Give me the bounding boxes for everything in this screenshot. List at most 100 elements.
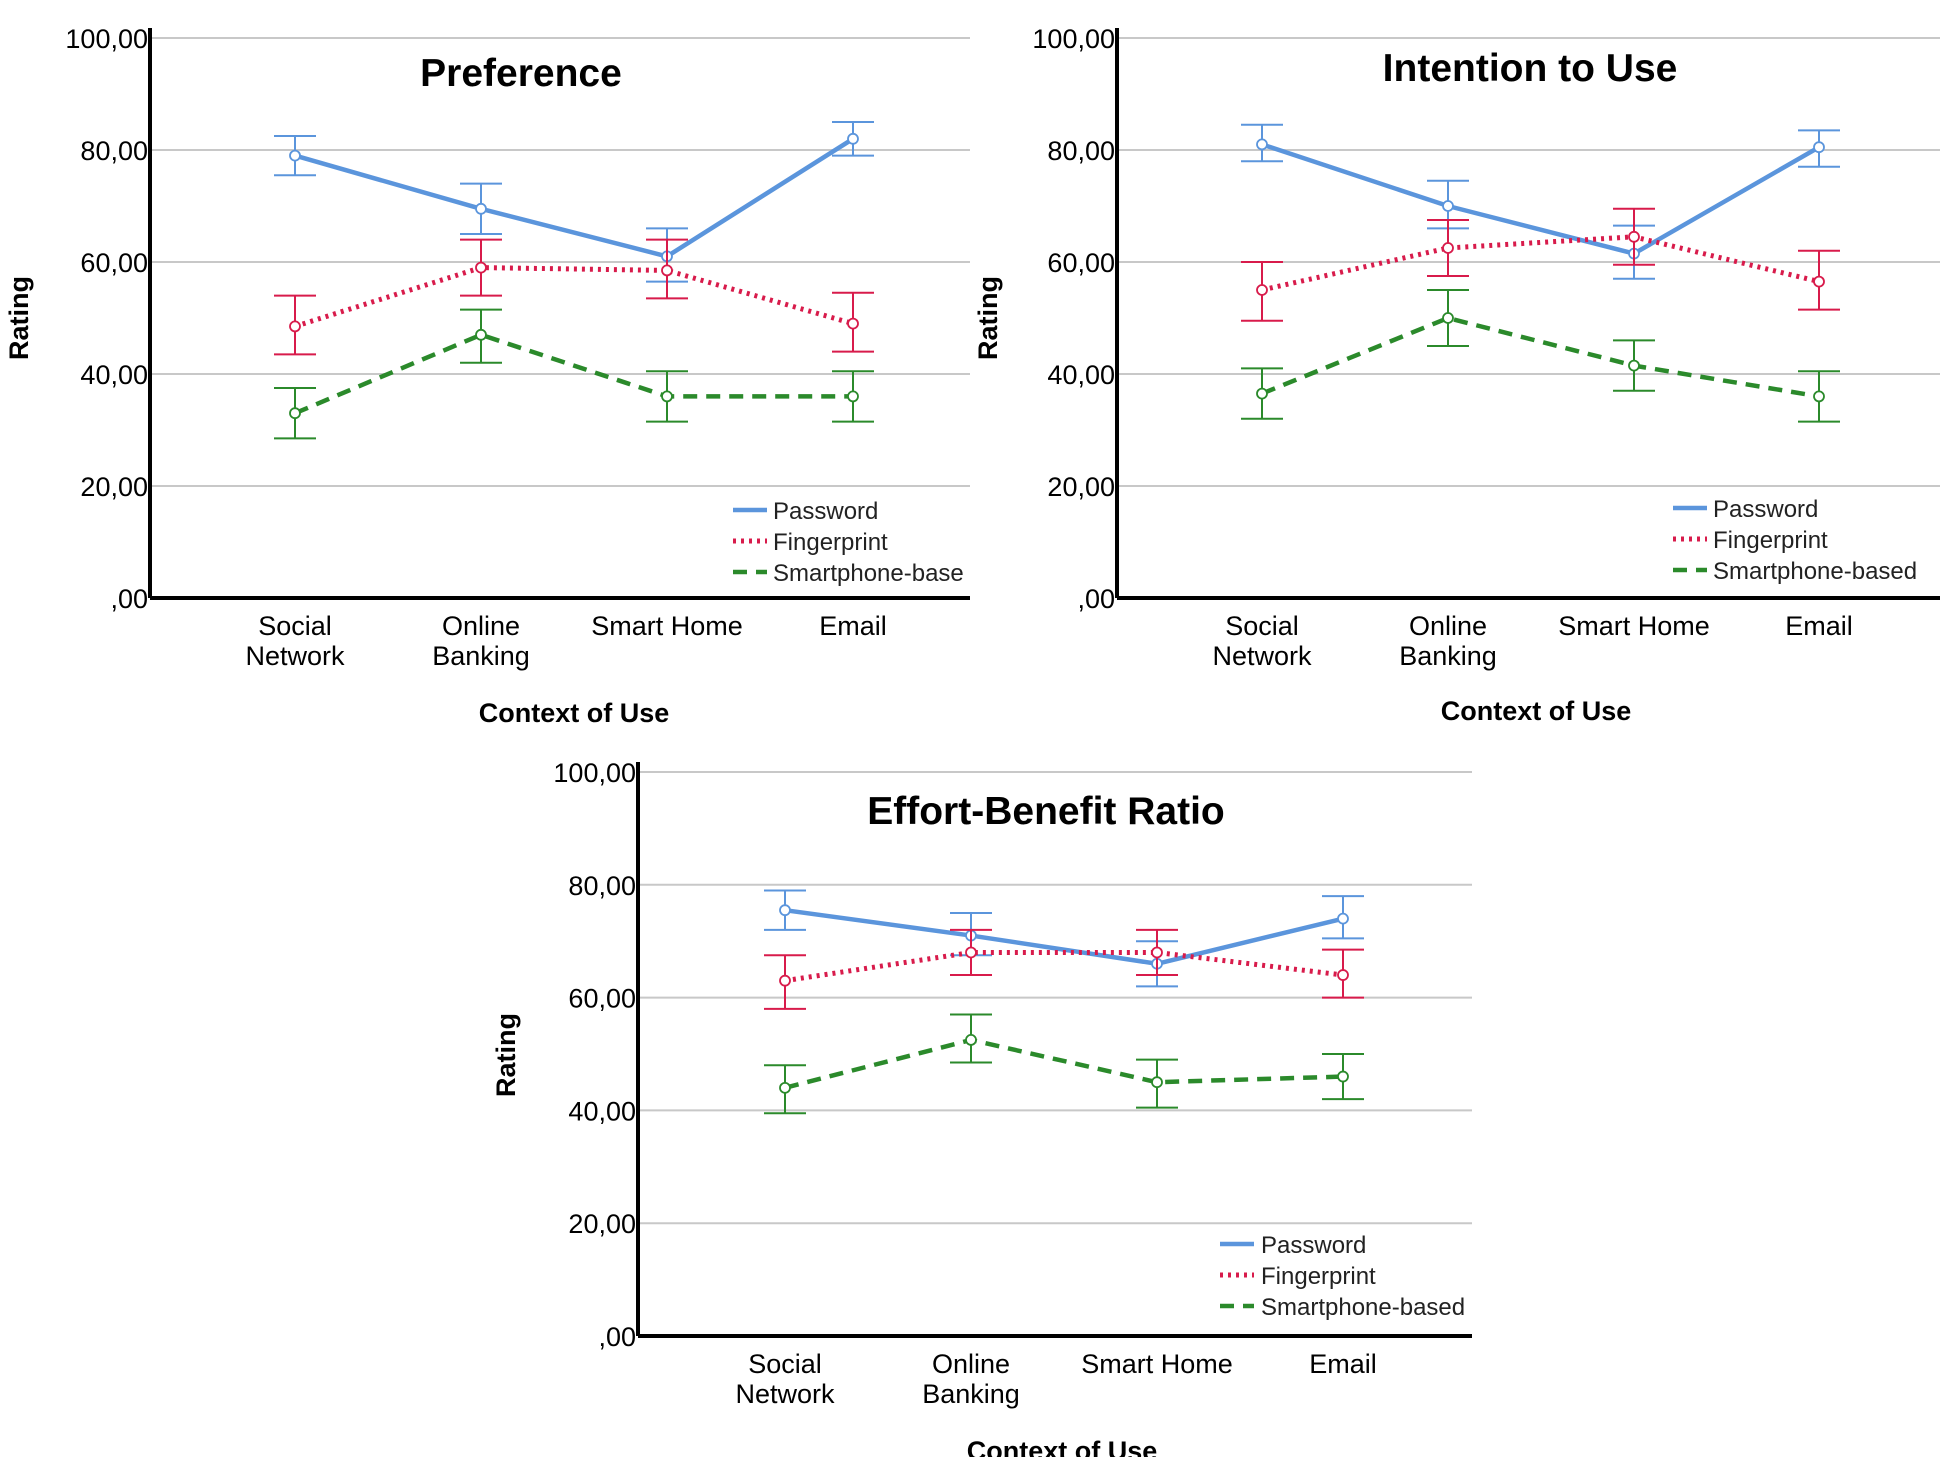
y-axis-title: Rating xyxy=(4,276,34,360)
legend-label: Fingerprint xyxy=(773,529,888,556)
y-tick-label: 20,00 xyxy=(568,1209,636,1239)
y-tick-label: 100,00 xyxy=(65,24,148,54)
y-tick-label: 80,00 xyxy=(568,871,636,901)
x-tick-label: Email xyxy=(1309,1349,1377,1379)
data-point xyxy=(965,946,977,959)
data-point xyxy=(661,264,673,277)
legend: Password Fingerprint Smartphone-base xyxy=(733,498,964,587)
data-point xyxy=(1813,275,1825,288)
data-point xyxy=(1628,230,1640,243)
data-point xyxy=(847,132,859,145)
series-line-fingerprint xyxy=(1261,234,1820,293)
legend-label: Fingerprint xyxy=(1713,527,1828,554)
data-point xyxy=(1256,387,1268,400)
series-fingerprint xyxy=(1241,207,1840,322)
data-point xyxy=(1442,200,1454,212)
series-line-smartphone xyxy=(294,332,853,416)
legend-label: Smartphone-based xyxy=(1261,1294,1465,1321)
series-line-smartphone xyxy=(784,1037,1344,1091)
x-tick-label: Email xyxy=(819,611,887,641)
y-axis-title: Rating xyxy=(491,1013,521,1097)
series-smartphone xyxy=(1241,289,1840,423)
x-tick-label: Network xyxy=(1212,641,1312,671)
series-smartphone xyxy=(764,1013,1364,1115)
data-point xyxy=(779,974,791,987)
series-password xyxy=(274,121,874,283)
data-point xyxy=(1337,969,1349,981)
chart-title: Preference xyxy=(420,52,622,95)
legend-label: Smartphone-based xyxy=(1713,558,1917,585)
x-tick-label: Online xyxy=(932,1349,1010,1379)
chart-title: Effort-Benefit Ratio xyxy=(867,790,1224,833)
series-fingerprint xyxy=(274,238,874,356)
series-password xyxy=(1241,123,1840,280)
data-point xyxy=(1337,912,1349,925)
x-tick-label: Social xyxy=(1225,611,1299,641)
data-point xyxy=(1256,284,1268,296)
chart-effort-benefit-ratio: 100,00 80,00 60,00 40,00 20,00 ,00 SocialNetwo… xyxy=(491,758,1472,1457)
data-point xyxy=(779,1081,791,1094)
x-tick-label: Social xyxy=(748,1349,822,1379)
x-tick-label: Online xyxy=(442,611,520,641)
series-line-password xyxy=(782,907,1346,967)
series-line-fingerprint xyxy=(294,265,854,329)
x-tick-label: Banking xyxy=(922,1379,1020,1409)
data-point xyxy=(1442,312,1454,324)
x-tick-label: Smart Home xyxy=(1558,611,1710,641)
y-tick-label: 40,00 xyxy=(1047,360,1115,390)
data-point xyxy=(289,320,301,333)
data-point xyxy=(1337,1070,1349,1083)
y-axis-title: Rating xyxy=(973,276,1003,360)
series-line-fingerprint xyxy=(784,949,1344,984)
legend-label: Smartphone-base xyxy=(773,560,964,587)
data-point xyxy=(475,328,487,341)
data-point xyxy=(475,261,487,274)
x-axis-title: Context of Use xyxy=(479,698,670,728)
y-tick-label: 20,00 xyxy=(1047,472,1115,502)
x-tick-label: Network xyxy=(735,1379,835,1409)
y-tick-label: 20,00 xyxy=(80,472,148,502)
y-tick-label: 60,00 xyxy=(1047,248,1115,278)
legend: Password Fingerprint Smartphone-based xyxy=(1673,496,1917,585)
y-tick-label: 80,00 xyxy=(80,136,148,166)
legend-label: Password xyxy=(1713,496,1818,523)
y-tick-label: ,00 xyxy=(1077,584,1115,614)
data-point xyxy=(475,202,487,215)
y-tick-label: 40,00 xyxy=(568,1096,636,1126)
y-tick-label: ,00 xyxy=(598,1322,636,1352)
data-point xyxy=(1628,359,1640,372)
data-point xyxy=(289,407,301,420)
data-point xyxy=(1151,946,1163,959)
x-tick-label: Online xyxy=(1409,611,1487,641)
data-point xyxy=(1813,141,1825,154)
legend-label: Password xyxy=(1261,1232,1366,1259)
data-point xyxy=(661,390,673,403)
y-tick-label: 40,00 xyxy=(80,360,148,390)
legend: Password Fingerprint Smartphone-based xyxy=(1220,1232,1465,1321)
y-tick-label: 100,00 xyxy=(1032,24,1115,54)
series-line-password xyxy=(292,136,856,259)
y-tick-label: ,00 xyxy=(110,584,148,614)
y-tick-label: 100,00 xyxy=(553,758,636,788)
x-axis-title: Context of Use xyxy=(1441,696,1632,726)
x-tick-label: Email xyxy=(1785,611,1853,641)
y-tick-label: 80,00 xyxy=(1047,136,1115,166)
data-point xyxy=(965,1034,977,1046)
data-point xyxy=(847,390,859,403)
data-point xyxy=(1256,138,1268,151)
x-tick-label: Social xyxy=(258,611,332,641)
legend-label: Fingerprint xyxy=(1261,1263,1376,1290)
x-tick-label: Banking xyxy=(1399,641,1497,671)
chart-title: Intention to Use xyxy=(1383,47,1678,90)
data-point xyxy=(289,149,301,162)
x-tick-label: Banking xyxy=(432,641,530,671)
chart-preference: 100,00 80,00 60,00 40,00 20,00 ,00 SocialNetwo… xyxy=(4,24,970,728)
chart-intention-to-use: 100,00 80,00 60,00 40,00 20,00 ,00 SocialNetwo… xyxy=(973,24,1940,726)
data-point xyxy=(1151,1076,1163,1089)
data-point xyxy=(847,317,859,330)
series-line-password xyxy=(1259,142,1822,256)
legend-label: Password xyxy=(773,498,878,525)
series-password xyxy=(764,889,1364,988)
x-tick-label: Network xyxy=(245,641,345,671)
